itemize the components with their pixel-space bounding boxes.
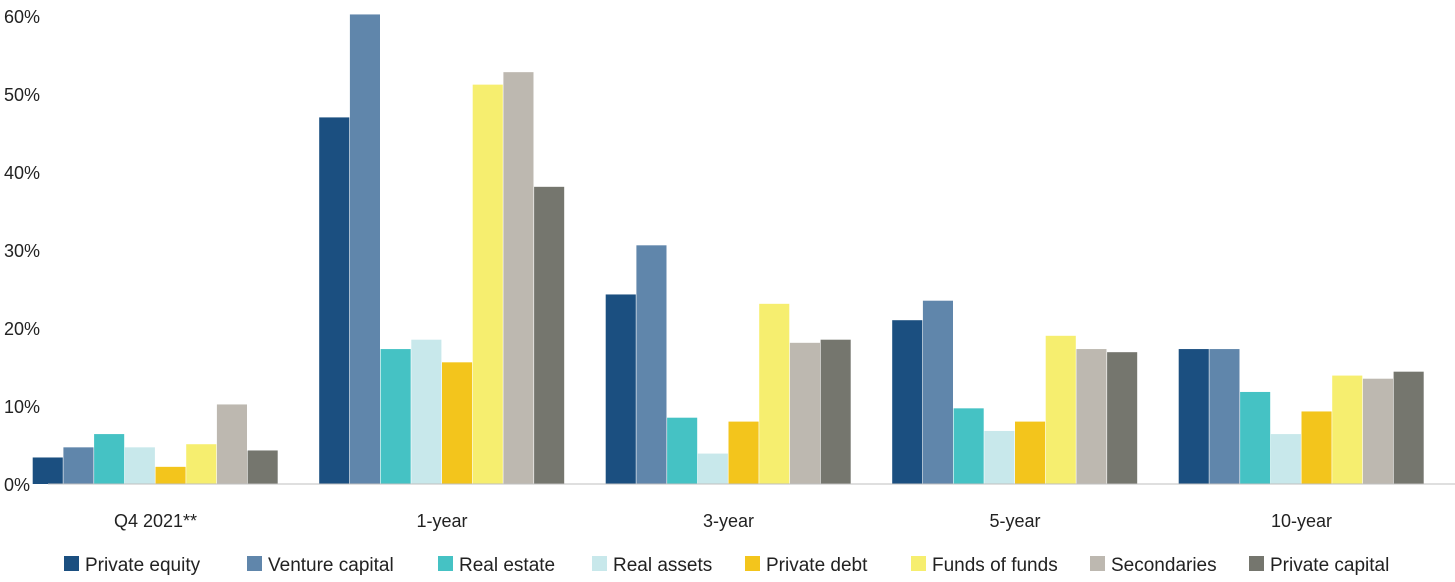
bar: [534, 186, 565, 484]
bar: [892, 320, 923, 484]
bar: [247, 450, 278, 484]
legend-label: Private equity: [85, 555, 201, 576]
x-category-label: Q4 2021**: [114, 511, 197, 531]
legend-swatch: [1090, 556, 1105, 571]
legend-swatch: [911, 556, 926, 571]
bar: [186, 444, 217, 484]
bar: [667, 417, 698, 484]
y-axis: 0% 10% 20% 30% 40% 50% 60%: [4, 7, 40, 495]
bar: [789, 342, 820, 484]
bar: [94, 434, 125, 484]
legend-swatch: [247, 556, 262, 571]
bar: [820, 339, 851, 484]
x-category-label: 1-year: [416, 511, 467, 531]
y-tick-label: 20%: [4, 319, 40, 339]
bar: [1332, 375, 1363, 484]
legend-swatch: [64, 556, 79, 571]
legend-label: Venture capital: [268, 555, 394, 576]
legend-swatch: [745, 556, 760, 571]
bar: [1362, 378, 1393, 484]
legend-label: Funds of funds: [932, 555, 1058, 576]
bar: [1015, 421, 1046, 484]
x-axis: Q4 2021** 1-year 3-year 5-year 10-year: [114, 511, 1332, 531]
legend-label: Private debt: [766, 555, 868, 576]
bars-group: [32, 14, 1424, 485]
bar: [442, 362, 473, 484]
bar: [697, 453, 728, 484]
bar: [349, 14, 380, 484]
bar: [984, 430, 1015, 484]
bar: [636, 245, 667, 484]
y-tick-label: 0%: [4, 475, 30, 495]
bar: [380, 349, 411, 484]
bar: [472, 84, 503, 484]
y-tick-label: 40%: [4, 163, 40, 183]
bar: [63, 447, 94, 484]
bar: [759, 303, 790, 484]
bar: [124, 447, 155, 484]
bar: [953, 408, 984, 484]
x-category-label: 3-year: [703, 511, 754, 531]
bar: [1240, 391, 1271, 484]
y-tick-label: 30%: [4, 241, 40, 261]
y-tick-label: 10%: [4, 397, 40, 417]
bar: [1270, 434, 1301, 484]
bar: [32, 457, 63, 484]
bar: [922, 300, 953, 484]
bar: [1301, 411, 1332, 484]
legend-swatch: [1249, 556, 1264, 571]
x-category-label: 5-year: [989, 511, 1040, 531]
bar: [1209, 349, 1240, 484]
x-category-label: 10-year: [1271, 511, 1332, 531]
bar: [1178, 349, 1209, 484]
y-tick-label: 50%: [4, 85, 40, 105]
bar: [503, 72, 534, 484]
legend-label: Secondaries: [1111, 555, 1217, 576]
bar: [319, 117, 350, 485]
legend-swatch: [592, 556, 607, 571]
bar: [411, 339, 442, 484]
bar: [728, 421, 759, 484]
legend-label: Real estate: [459, 555, 555, 576]
bar: [605, 294, 636, 484]
bar: [1076, 349, 1107, 484]
bar: [155, 466, 186, 484]
legend-swatch: [438, 556, 453, 571]
bar: [1393, 371, 1424, 484]
legend-label: Private capital: [1270, 555, 1389, 576]
legend-label: Real assets: [613, 555, 712, 576]
y-tick-label: 60%: [4, 7, 40, 27]
legend: Private equity Venture capital Real estate…: [64, 555, 1389, 576]
bar: [1107, 352, 1138, 484]
bar: [216, 404, 247, 484]
bar: [1045, 335, 1076, 484]
